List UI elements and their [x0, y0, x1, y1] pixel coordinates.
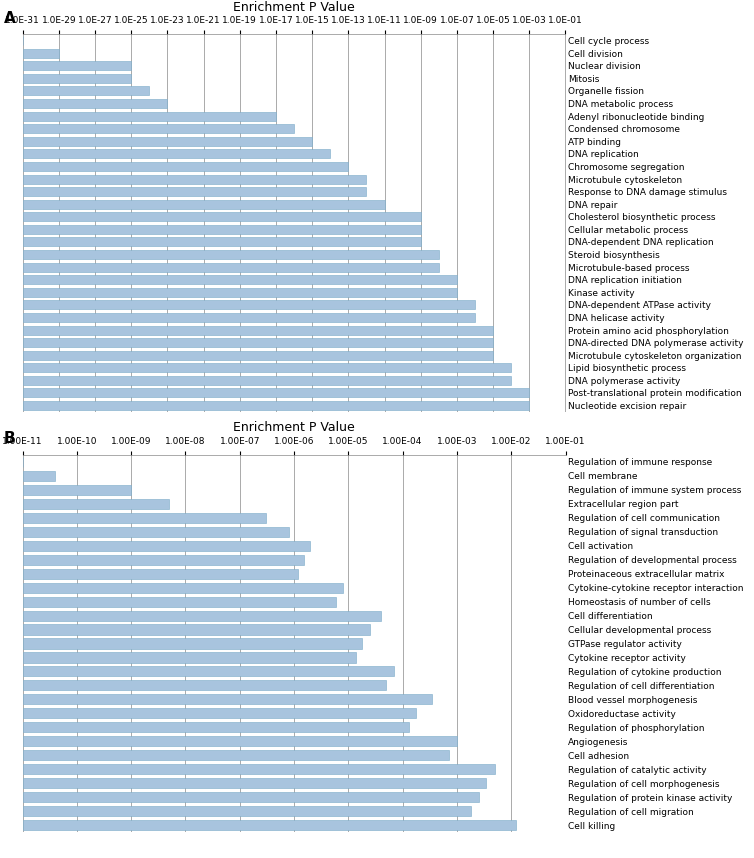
Bar [23, 583, 343, 593]
Bar [23, 61, 131, 70]
Bar [23, 263, 439, 272]
Bar [23, 638, 362, 649]
Bar [23, 554, 304, 565]
Bar [23, 778, 486, 789]
X-axis label: Enrichment P Value: Enrichment P Value [233, 421, 355, 434]
Bar [23, 389, 529, 397]
Bar [23, 471, 55, 480]
Bar [23, 376, 511, 385]
Text: B: B [4, 432, 15, 446]
Bar [23, 313, 475, 322]
Bar [23, 112, 276, 121]
Bar [23, 338, 493, 347]
Bar [23, 401, 529, 410]
Bar [23, 709, 416, 718]
Bar [23, 680, 386, 691]
Bar [23, 225, 421, 234]
Bar [23, 300, 475, 310]
Bar [23, 807, 470, 816]
Bar [23, 485, 131, 495]
Bar [23, 667, 394, 676]
Bar [23, 820, 516, 831]
Bar [23, 751, 449, 760]
Bar [23, 187, 366, 196]
Bar [23, 200, 385, 208]
Bar [23, 764, 495, 775]
Bar [23, 162, 348, 171]
Text: A: A [4, 11, 16, 26]
Bar [23, 736, 457, 746]
Bar [23, 212, 421, 221]
Bar [23, 527, 289, 536]
Bar [23, 363, 511, 372]
Bar [23, 792, 479, 802]
Bar [23, 99, 167, 108]
Bar [23, 149, 330, 159]
Bar [23, 652, 357, 662]
Bar [23, 722, 409, 733]
Bar [23, 569, 299, 578]
Bar [23, 287, 457, 297]
Bar [23, 250, 439, 259]
Bar [23, 74, 131, 83]
Bar [23, 611, 381, 620]
Bar [23, 596, 336, 607]
Bar [23, 136, 312, 146]
Bar [23, 238, 421, 246]
Bar [23, 351, 493, 360]
Bar [23, 625, 370, 635]
Bar [23, 275, 457, 284]
Bar [23, 498, 169, 509]
Bar [23, 541, 311, 551]
Bar [23, 512, 265, 523]
X-axis label: Enrichment P Value: Enrichment P Value [233, 1, 355, 14]
Bar [23, 325, 493, 335]
Bar [23, 174, 366, 184]
Bar [23, 124, 294, 133]
Bar [23, 87, 149, 95]
Bar [23, 49, 59, 57]
Bar [23, 694, 432, 704]
